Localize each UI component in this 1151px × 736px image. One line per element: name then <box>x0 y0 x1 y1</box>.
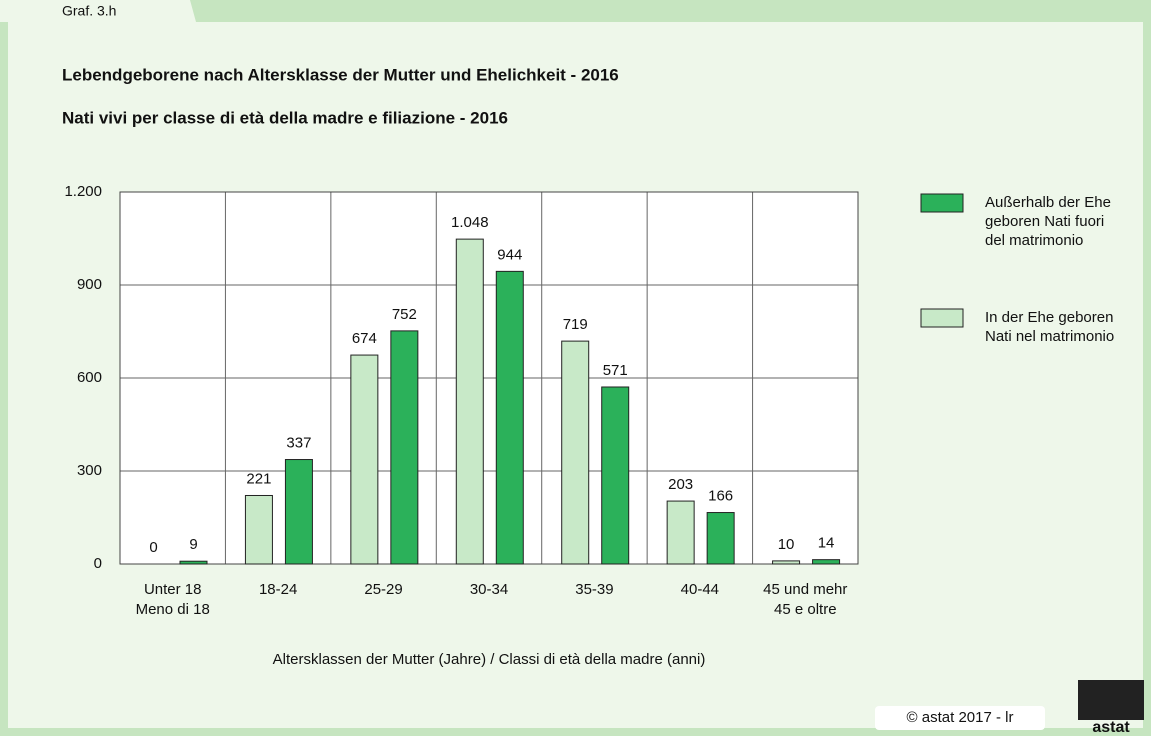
data-label: 203 <box>668 476 693 493</box>
bar <box>495 270 524 565</box>
logo-shape <box>1078 680 1144 720</box>
x-tick-label: 40-44 <box>681 581 719 598</box>
logo: astat <box>1092 719 1130 736</box>
bar <box>284 459 313 565</box>
data-label: 10 <box>778 536 795 553</box>
bar <box>179 560 208 565</box>
bar <box>812 559 841 565</box>
data-label: 752 <box>392 306 417 323</box>
x-tick-label: Unter 18 <box>144 581 202 598</box>
data-label: 571 <box>603 362 628 379</box>
legend-swatch <box>920 308 964 328</box>
x-axis-label: Altersklassen der Mutter (Jahre) / Class… <box>273 651 706 668</box>
legend-swatch <box>920 193 964 213</box>
y-tick-label: 600 <box>77 369 102 386</box>
tab <box>0 0 196 22</box>
x-tick-label: 25-29 <box>364 581 402 598</box>
x-tick-label: 45 e oltre <box>774 601 837 618</box>
copyright-box <box>875 706 1045 730</box>
bar <box>350 354 379 565</box>
x-tick-label: 45 und mehr <box>763 581 847 598</box>
y-tick-label: 300 <box>77 462 102 479</box>
data-label: 674 <box>352 330 377 347</box>
bar <box>561 340 590 565</box>
bar <box>706 512 735 565</box>
y-tick-label: 0 <box>94 555 102 572</box>
data-label: 719 <box>563 316 588 333</box>
legend-label: Außerhalb der Ehe geboren Nati fuori del… <box>985 194 1111 249</box>
bar <box>244 494 273 565</box>
data-label: 221 <box>246 470 271 487</box>
x-tick-label: 35-39 <box>575 581 613 598</box>
data-label: 944 <box>497 246 522 263</box>
bar <box>601 386 630 565</box>
y-tick-label: 900 <box>77 276 102 293</box>
data-label: 337 <box>286 434 311 451</box>
data-label: 1.048 <box>451 214 489 231</box>
data-label: 14 <box>818 535 835 552</box>
copyright: © astat 2017 - lr <box>907 709 1014 726</box>
data-label: 9 <box>189 536 197 553</box>
x-tick-label: 30-34 <box>470 581 508 598</box>
bar <box>772 560 801 565</box>
data-label: 0 <box>149 539 157 556</box>
bar <box>455 238 484 565</box>
tag: Graf. 3.h <box>62 3 116 19</box>
chart-subtitle: Nati vivi per classe di età della madre … <box>62 108 508 127</box>
plot-border <box>119 191 859 565</box>
data-label: 166 <box>708 488 733 505</box>
bar <box>390 330 419 565</box>
chart-title: Lebendgeborene nach Altersklasse der Mut… <box>62 65 619 84</box>
x-tick-label: 18-24 <box>259 581 297 598</box>
y-tick-label: 1.200 <box>64 183 102 200</box>
legend-label: In der Ehe geboren Nati nel matrimonio <box>985 309 1115 345</box>
x-tick-label: Meno di 18 <box>136 601 210 618</box>
bar <box>666 500 695 565</box>
